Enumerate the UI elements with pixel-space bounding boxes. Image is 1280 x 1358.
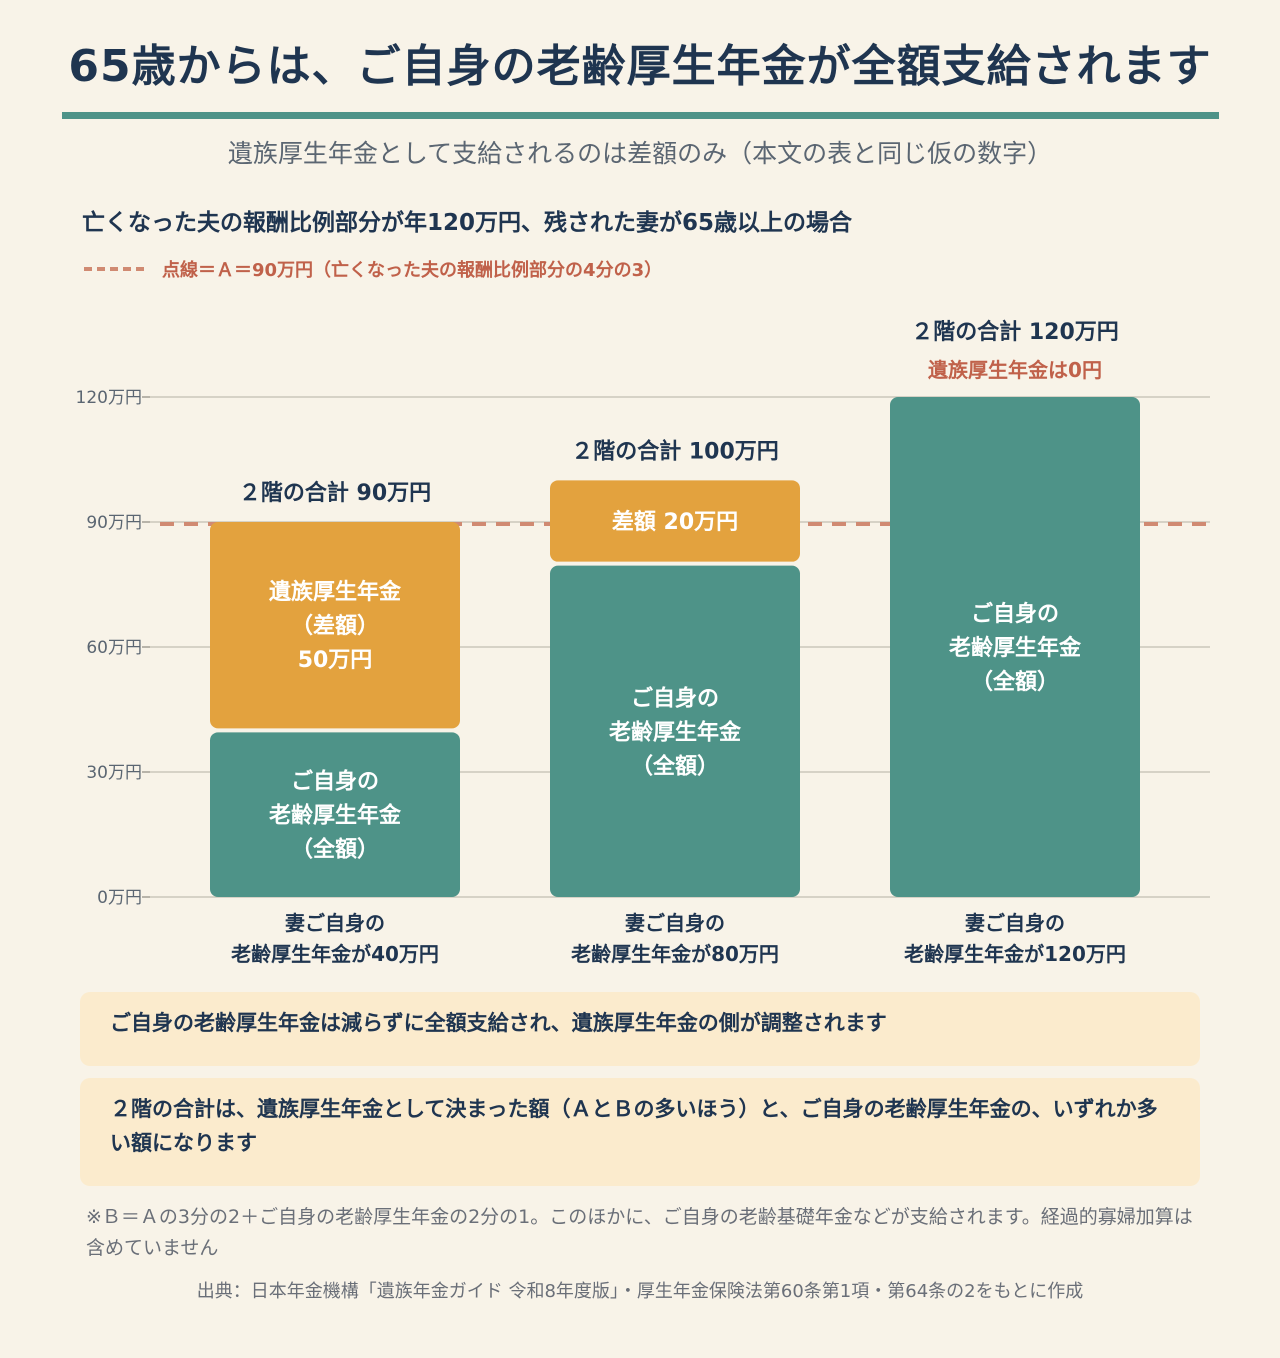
bar-own-pension-label: （全額） <box>631 753 719 779</box>
x-category-label: 妻ご自身の <box>965 911 1065 935</box>
y-tick-label: 60万円 <box>86 638 142 658</box>
bar-extra-annotation: 遺族厚生年金は0円 <box>928 358 1102 382</box>
page-title: 65歳からは、ご自身の老齢厚生年金が全額支給されます <box>68 41 1212 92</box>
bar-own-pension-label: 老齢厚生年金 <box>948 635 1082 661</box>
bar-own-pension-label: （全額） <box>291 837 379 863</box>
legend-dashed-line-label: 点線＝Ａ＝90万円（亡くなった夫の報酬比例部分の4分の3） <box>162 260 663 281</box>
bar-own-pension-label: （全額） <box>971 669 1059 695</box>
bar-total-label: ２階の合計 120万円 <box>911 319 1119 345</box>
x-category-label: 老齢厚生年金が40万円 <box>231 942 439 966</box>
bar-own-pension <box>890 397 1140 897</box>
bar-survivor-pension-label: 50万円 <box>298 648 373 673</box>
bar-survivor-pension-label: （差額） <box>291 613 379 639</box>
scenario-heading: 亡くなった夫の報酬比例部分が年120万円、残された妻が65歳以上の場合 <box>82 210 853 236</box>
bar-survivor-pension <box>210 522 460 729</box>
bar-own-pension-label: 老齢厚生年金 <box>268 803 402 829</box>
bar-own-pension-label: ご自身の <box>291 769 379 795</box>
footnote: ※Ｂ＝Ａの3分の2＋ご自身の老齢厚生年金の2分の1。このほかに、ご自身の老齢基礎… <box>86 1206 1193 1259</box>
x-category-label: 老齢厚生年金が120万円 <box>904 942 1126 966</box>
bar-own-pension <box>210 732 460 897</box>
y-tick-label: 120万円 <box>76 388 142 408</box>
bar-own-pension-label: ご自身の <box>631 685 719 711</box>
x-category-label: 妻ご自身の <box>625 911 725 935</box>
bar-own-pension <box>550 565 800 897</box>
subtitle: 遺族厚生年金として支給されるのは差額のみ（本文の表と同じ仮の数字） <box>227 139 1053 168</box>
legend-dashed-line-icon <box>84 267 144 271</box>
legend: 点線＝Ａ＝90万円（亡くなった夫の報酬比例部分の4分の3） <box>84 256 662 282</box>
note-box-2: ２階の合計は、遺族厚生年金として決まった額（ＡとＢの多いほう）と、ご自身の老齢厚… <box>80 1078 1200 1186</box>
source-citation: 出典：日本年金機構「遺族年金ガイド 令和8年度版」・厚生年金保険法第60条第1項… <box>196 1281 1084 1302</box>
y-tick-label: 90万円 <box>86 513 142 533</box>
title-underline <box>62 112 1219 119</box>
x-category-label: 妻ご自身の <box>285 911 385 935</box>
y-tick-label: 0万円 <box>97 888 142 908</box>
bar-survivor-pension-label: 差額 20万円 <box>612 509 738 535</box>
bar-own-pension-label: 老齢厚生年金 <box>608 719 742 745</box>
note-box-1: ご自身の老齢厚生年金は減らずに全額支給され、遺族厚生年金の側が調整されます <box>80 992 1200 1066</box>
x-category-label: 老齢厚生年金が80万円 <box>571 942 779 966</box>
bar-survivor-pension-label: 遺族厚生年金 <box>269 579 402 605</box>
bar-survivor-pension <box>550 480 800 562</box>
bar-total-label: ２階の合計 100万円 <box>571 438 779 464</box>
bar-total-label: ２階の合計 90万円 <box>239 480 431 506</box>
y-tick-label: 30万円 <box>86 763 142 783</box>
bar-own-pension-label: ご自身の <box>971 601 1059 627</box>
bar-layer <box>210 397 1140 897</box>
